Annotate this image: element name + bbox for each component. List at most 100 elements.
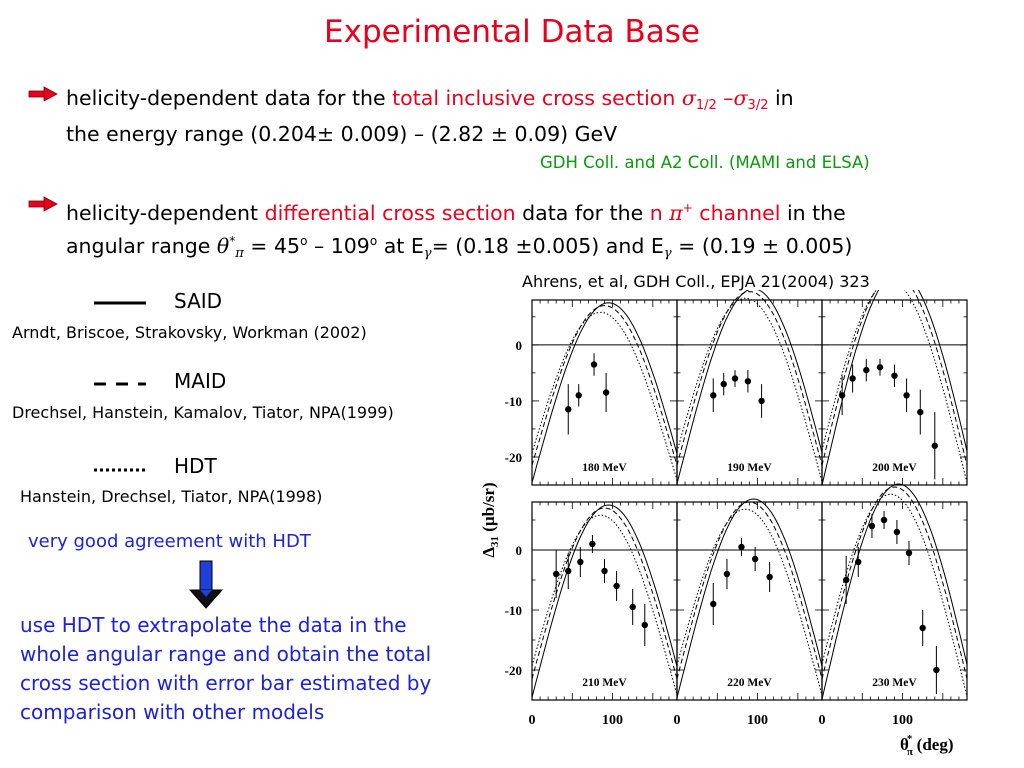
said-curve <box>821 290 968 486</box>
bullet-text: at E <box>377 234 424 258</box>
bullet-text: 0.005) <box>785 234 853 258</box>
minus-sign: – <box>716 86 734 110</box>
theta-symbol: θ <box>216 234 230 258</box>
maid-curve <box>676 291 823 466</box>
legend-name-hdt: HDT <box>174 454 217 478</box>
legend-ref-hdt: Hanstein, Drechsel, Tiator, NPA(1998) <box>20 487 323 506</box>
hdt-curve <box>531 311 678 481</box>
data-point <box>855 558 862 566</box>
data-point <box>590 361 598 368</box>
hdt-curve <box>676 508 823 696</box>
arrow-right-icon <box>28 196 58 212</box>
bullet-differential-cross-section: helicity-dependent differential cross se… <box>66 194 1016 268</box>
gdh-credit: GDH Coll. and A2 Coll. (MAMI and ELSA) <box>540 153 870 172</box>
panel-energy-label: 210 MeV <box>582 677 627 689</box>
panel-frame <box>676 299 823 486</box>
data-point <box>613 582 620 590</box>
bullet-total-cross-section: helicity-dependent data for the total in… <box>66 84 1006 148</box>
plot-reference: Ahrens, et al, GDH Coll., EPJA 21(2004) … <box>522 272 870 291</box>
bullet-text: helicity-dependent <box>66 201 265 225</box>
degree-symbol: o <box>300 234 308 248</box>
panel-energy-label: 200 MeV <box>872 462 917 474</box>
x-tick-label: 0 <box>674 713 681 728</box>
maid-curve <box>676 501 823 680</box>
legend-line-dashed <box>94 382 146 386</box>
data-point <box>893 528 901 536</box>
panel-frame <box>676 501 823 701</box>
data-point <box>602 389 610 396</box>
legend-name-said: SAID <box>174 289 223 313</box>
data-point <box>766 573 773 581</box>
bullet-text: – 109 <box>307 234 370 258</box>
superscript-plus: + <box>682 201 693 215</box>
legend-ref-maid: Drechsel, Hanstein, Kamalov, Tiator, NPA… <box>12 403 394 422</box>
data-point <box>903 392 910 399</box>
y-tick-label: -10 <box>505 603 522 618</box>
bullet-text: in the <box>780 201 846 225</box>
degree-symbol: o <box>369 234 378 248</box>
data-point <box>577 558 584 566</box>
page-title: Experimental Data Base <box>324 14 700 50</box>
pi-symbol: π <box>669 201 683 225</box>
said-curve <box>676 290 823 484</box>
subscript-half: 1/2 <box>695 98 717 113</box>
said-curve <box>531 504 678 698</box>
channel-neutron: n <box>649 201 670 225</box>
agreement-note: very good agreement with HDT <box>28 531 311 552</box>
bullet-text: 0.005) and E <box>532 234 664 258</box>
plus-minus-symbol: ± <box>316 122 335 146</box>
data-point <box>589 540 596 548</box>
asymmetry-chart: Δ31 (μb/sr) θπ* (deg) 0 -10 -20 180 MeV 190 … <box>479 290 968 758</box>
data-point <box>723 570 731 578</box>
maid-curve <box>531 305 678 466</box>
said-curve <box>676 498 823 699</box>
conclusion-text: use HDT to extrapolate the data in the w… <box>20 611 431 727</box>
data-point <box>751 555 759 563</box>
highlight-differential-cross-section: differential cross section <box>264 201 516 225</box>
chart-ylabel: Δ31 (μb/sr) <box>479 482 501 557</box>
y-tick-label: 0 <box>516 338 523 353</box>
highlight-total-cross-section: total inclusive cross section <box>392 86 682 110</box>
bullet-text: 0.009) – (2.82 <box>340 122 491 146</box>
x-tick-label: 100 <box>747 713 768 728</box>
bullet-text: 0.09) GeV <box>514 122 618 146</box>
plus-minus-symbol: ± <box>762 234 780 258</box>
legend-line-dotted <box>94 468 146 472</box>
y-tick-label: -20 <box>505 450 522 465</box>
data-point <box>731 375 739 382</box>
conclusion-line: cross section with error bar estimated b… <box>20 671 432 695</box>
data-point <box>919 624 926 632</box>
data-point <box>601 567 608 575</box>
hdt-curve <box>821 493 968 697</box>
bullet-text: = (0.19 <box>671 234 763 258</box>
arrow-right-icon <box>28 86 58 102</box>
data-point <box>891 372 898 379</box>
x-tick-label: 100 <box>602 713 623 728</box>
data-point <box>863 366 870 374</box>
plus-minus-symbol: ± <box>490 122 508 146</box>
legend-name-maid: MAID <box>174 369 227 393</box>
panel-energy-label: 180 MeV <box>582 462 627 474</box>
data-point <box>931 442 938 449</box>
data-point <box>565 406 572 413</box>
data-point <box>905 549 913 557</box>
bullet-text: the energy range (0.204 <box>66 122 317 146</box>
data-point <box>876 364 884 371</box>
hdt-curve <box>531 514 678 695</box>
bullet-text: = (0.18 <box>431 234 516 258</box>
bullet-text: data for the <box>515 201 650 225</box>
data-point <box>575 392 582 399</box>
data-point <box>565 567 572 575</box>
sigma-symbol: σ <box>733 86 748 110</box>
data-point <box>868 522 876 530</box>
data-point <box>842 576 850 584</box>
data-point <box>629 603 636 611</box>
plus-minus-symbol: ± <box>515 234 533 258</box>
data-point <box>552 570 560 578</box>
data-point <box>838 392 846 399</box>
x-tick-label: 0 <box>529 713 536 728</box>
y-tick-label: 0 <box>516 543 523 558</box>
subscript-three-half: 3/2 <box>747 98 769 113</box>
bullet-text: angular range <box>66 234 217 258</box>
data-point <box>641 621 648 629</box>
